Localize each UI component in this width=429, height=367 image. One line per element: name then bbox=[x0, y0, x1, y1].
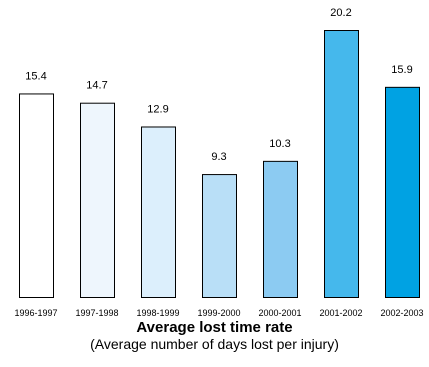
bar-1997-1998 bbox=[80, 102, 115, 299]
bar-2002-2003 bbox=[385, 86, 420, 298]
category-label-1998-1999: 1998-1999 bbox=[136, 308, 179, 318]
value-label-1997-1998: 14.7 bbox=[86, 80, 107, 92]
bars-group bbox=[19, 30, 420, 299]
bar-2001-2002 bbox=[324, 30, 359, 298]
category-label-1996-1997: 1996-1997 bbox=[14, 308, 57, 318]
bar-1999-2000 bbox=[202, 174, 237, 299]
category-label-2002-2003: 2002-2003 bbox=[380, 308, 423, 318]
category-labels-group: 1996-1997 1997-1998 1998-1999 1999-2000 2000… bbox=[14, 308, 423, 318]
category-label-2000-2001: 2000-2001 bbox=[258, 308, 301, 318]
bar-1996-1997 bbox=[19, 93, 54, 298]
category-label-1999-2000: 1999-2000 bbox=[197, 308, 240, 318]
category-label-1997-1998: 1997-1998 bbox=[75, 308, 118, 318]
value-label-1996-1997: 15.4 bbox=[25, 70, 46, 82]
value-label-1999-2000: 9.3 bbox=[211, 151, 226, 163]
chart-subtitle: (Average number of days lost per injury) bbox=[90, 336, 339, 352]
value-label-2002-2003: 15.9 bbox=[391, 64, 412, 76]
value-label-2000-2001: 10.3 bbox=[269, 138, 290, 150]
value-label-1998-1999: 12.9 bbox=[147, 103, 168, 115]
bar-1998-1999 bbox=[141, 126, 176, 298]
category-label-2001-2002: 2001-2002 bbox=[319, 308, 362, 318]
bar-2000-2001 bbox=[263, 160, 298, 298]
value-labels-group: 15.4 14.7 12.9 9.3 10.3 20.2 15.9 bbox=[25, 7, 412, 163]
chart-title: Average lost time rate bbox=[136, 319, 293, 336]
value-label-2001-2002: 20.2 bbox=[330, 7, 351, 19]
